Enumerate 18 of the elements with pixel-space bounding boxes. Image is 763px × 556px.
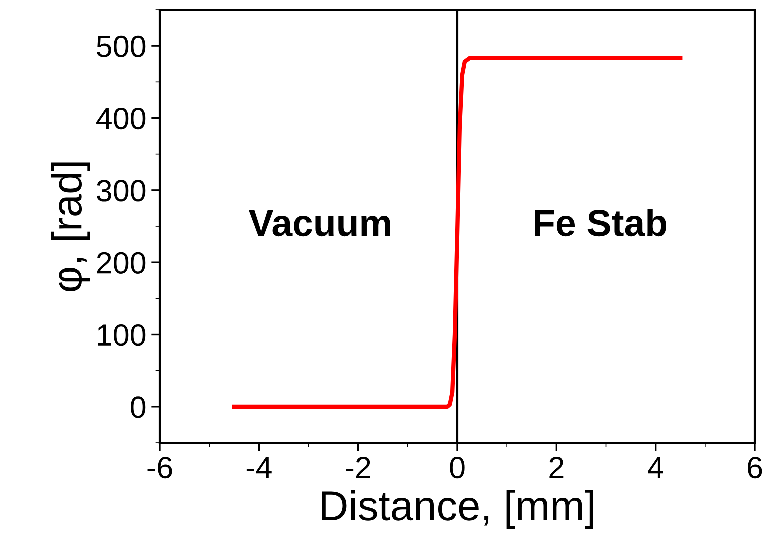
y-axis-title: φ, [rad]	[51, 162, 90, 292]
x-tick-label: -2	[346, 457, 370, 478]
x-tick-label: -6	[148, 457, 172, 479]
x-tick-label: 0	[450, 457, 465, 479]
annotation: Fe Stab	[535, 209, 666, 237]
line-series	[232, 56, 683, 409]
y-tick-label: 200	[97, 252, 146, 274]
x-tick-label: 2	[550, 457, 564, 478]
y-tick-label: 500	[97, 36, 146, 58]
annotation: Vacuum	[249, 210, 390, 237]
y-tick-label: 300	[96, 180, 146, 202]
x-tick-label: -4	[246, 457, 272, 478]
x-tick-label: 4	[648, 457, 664, 478]
x-tick-label: 6	[748, 457, 762, 479]
x-axis-title: Distance, [mm]	[322, 490, 594, 530]
y-tick-label: 400	[96, 108, 146, 130]
y-tick-label: 0	[131, 396, 146, 418]
y-tick-label: 100	[98, 324, 146, 346]
